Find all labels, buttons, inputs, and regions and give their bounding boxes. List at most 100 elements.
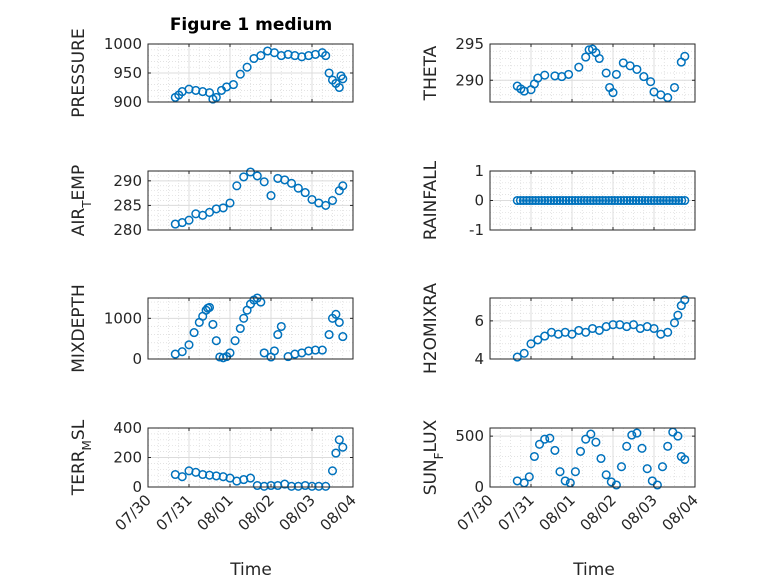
data-point xyxy=(581,52,591,62)
data-point xyxy=(643,195,653,206)
data-point xyxy=(512,195,522,206)
data-point xyxy=(680,295,690,305)
data-point xyxy=(324,68,334,78)
data-point xyxy=(204,302,215,312)
data-point xyxy=(669,82,680,93)
data-point xyxy=(601,470,611,480)
x-tick-label: 08/04 xyxy=(659,491,702,534)
data-point xyxy=(680,454,690,465)
data-point xyxy=(540,70,550,80)
data-point xyxy=(177,347,187,357)
data-point xyxy=(622,441,632,451)
data-point xyxy=(628,320,639,330)
data-point xyxy=(235,323,245,334)
data-point xyxy=(307,194,317,205)
data-point xyxy=(581,327,591,337)
y-axis-label: MIXDEPTH xyxy=(69,284,89,373)
y-axis-label-part: EMP xyxy=(69,165,89,201)
data-point xyxy=(204,470,215,480)
data-point xyxy=(579,195,589,206)
data-point xyxy=(208,319,218,329)
data-point xyxy=(331,448,341,458)
y-tick-label: 1 xyxy=(474,162,484,180)
data-point xyxy=(256,51,266,61)
data-point xyxy=(663,441,673,451)
data-point xyxy=(266,480,276,491)
data-point xyxy=(235,69,245,79)
y-tick-label: 290 xyxy=(455,71,484,89)
data-point xyxy=(646,195,656,206)
data-point xyxy=(637,443,647,453)
data-point xyxy=(273,330,283,340)
data-point xyxy=(608,320,618,330)
data-point xyxy=(677,195,687,206)
data-point xyxy=(242,62,252,72)
right-x-axis-label: Time xyxy=(572,560,615,580)
data-point xyxy=(331,309,341,319)
y-axis-label-part: THETA xyxy=(421,45,441,101)
y-axis-label-part: SUN xyxy=(421,459,441,495)
y-axis-label-part: LUX xyxy=(421,419,441,452)
data-point xyxy=(338,74,348,84)
subplot-theta: 290 295 THETA xyxy=(421,35,696,103)
data-point xyxy=(625,61,635,71)
data-point xyxy=(616,195,626,206)
data-point xyxy=(570,195,580,206)
data-point xyxy=(276,321,286,332)
data-point xyxy=(663,93,673,103)
y-tick-label: 295 xyxy=(455,35,484,53)
data-point xyxy=(573,195,583,206)
data-point xyxy=(537,195,547,206)
data-point xyxy=(555,195,565,206)
data-point xyxy=(601,195,611,206)
data-point xyxy=(671,195,681,206)
y-tick-label: 4 xyxy=(474,350,484,368)
data-point xyxy=(528,195,538,206)
y-axis-label-part: AIR xyxy=(69,208,89,237)
data-point xyxy=(649,323,659,334)
data-point xyxy=(591,437,601,447)
y-axis-label: TERRMSL xyxy=(69,419,94,496)
data-point xyxy=(540,331,550,341)
data-point xyxy=(552,195,562,206)
data-point xyxy=(632,64,642,74)
data-point xyxy=(198,469,208,480)
data-point xyxy=(570,467,580,477)
data-point xyxy=(225,198,235,208)
data-point xyxy=(524,195,535,206)
data-point xyxy=(581,434,591,444)
data-point xyxy=(680,51,690,61)
y-tick-label: 200 xyxy=(113,449,142,467)
y-axis-label-part: F xyxy=(432,452,446,459)
y-tick-label: 400 xyxy=(113,419,142,437)
y-axis-label-part: PRESSURE xyxy=(69,28,89,117)
y-axis-label-part: TERR xyxy=(69,450,89,496)
data-point xyxy=(338,332,348,342)
data-point xyxy=(564,195,574,206)
x-tick-label: 08/03 xyxy=(276,491,319,534)
data-point xyxy=(613,195,623,206)
y-axis-label: AIRTEMP xyxy=(69,165,94,236)
data-point xyxy=(601,68,611,78)
y-axis-label-part: MIXDEPTH xyxy=(69,284,89,373)
data-point xyxy=(594,325,604,335)
data-point xyxy=(512,352,522,362)
data-point xyxy=(632,428,642,438)
data-point xyxy=(574,62,584,72)
data-point xyxy=(266,191,276,201)
data-point xyxy=(545,433,555,443)
data-point xyxy=(586,429,596,439)
data-point xyxy=(286,481,297,491)
data-point xyxy=(230,336,240,346)
y-axis-label: THETA xyxy=(421,45,441,101)
axes-box xyxy=(147,170,354,231)
x-tick-label: 08/04 xyxy=(317,491,360,534)
y-axis-label-part: M xyxy=(80,440,94,450)
subplot-pressure: 900 950 1000 PRESSURE xyxy=(69,28,354,118)
data-point xyxy=(646,77,656,87)
data-point xyxy=(669,318,680,328)
axes-box xyxy=(489,427,696,488)
data-point xyxy=(338,181,348,191)
